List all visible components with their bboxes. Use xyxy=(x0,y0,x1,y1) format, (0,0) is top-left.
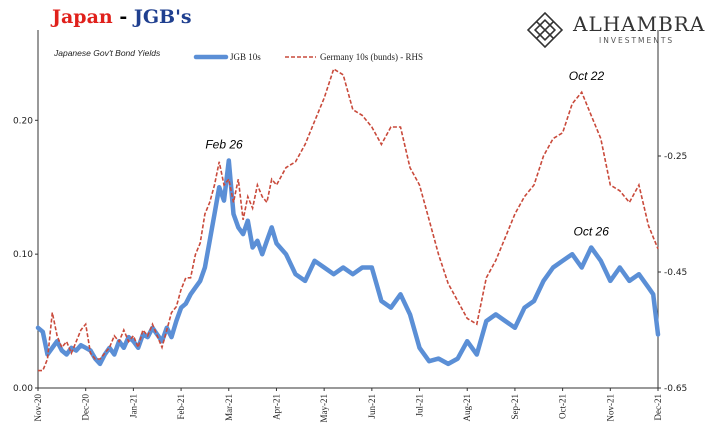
series-line-jgb-10s xyxy=(35,158,661,367)
title-subject: JGB's xyxy=(133,6,192,28)
chart-title: Japan - JGB's xyxy=(52,6,192,28)
legend-label-jgb-10s: JGB 10s xyxy=(230,52,261,62)
x-tick-label: Nov-20 xyxy=(33,394,43,422)
title-country: Japan xyxy=(52,6,113,28)
chart-annotations: Feb 26 Oct 26 Oct 22 xyxy=(205,69,609,238)
annotation-label: Oct 22 xyxy=(569,69,605,83)
x-tick-label: Dec-20 xyxy=(81,394,91,421)
x-tick-label: Jun-21 xyxy=(367,394,377,419)
series-layer xyxy=(35,67,661,372)
annotation-label: Feb 26 xyxy=(205,137,243,151)
brand-subtitle: INVESTMENTS xyxy=(599,36,675,45)
left-tick-label: 0.00 xyxy=(13,384,33,394)
left-tick-label: 0.10 xyxy=(13,250,33,260)
annotation-label: Oct 26 xyxy=(574,224,610,238)
x-tick-label: Sep-21 xyxy=(510,394,520,420)
x-tick-label: May-21 xyxy=(319,394,329,423)
right-tick-label: -0.65 xyxy=(664,384,687,394)
right-tick-label: -0.45 xyxy=(664,268,687,278)
diamond-pattern-icon xyxy=(526,11,564,49)
x-tick-label: Oct-21 xyxy=(558,394,568,419)
x-tick-label: Jan-21 xyxy=(128,394,138,418)
x-tick-label: Aug-21 xyxy=(462,394,472,422)
right-tick-label: -0.25 xyxy=(664,152,687,162)
x-tick-label: Feb-21 xyxy=(176,394,186,420)
legend-label-germany-10s: Germany 10s (bunds) - RHS xyxy=(320,52,423,62)
x-tick-label: Nov-21 xyxy=(605,394,615,422)
title-separator: - xyxy=(112,6,134,28)
x-tick-label: Mar-21 xyxy=(224,394,234,421)
x-tick-label: Dec-21 xyxy=(653,394,663,421)
brand-logo: ALHAMBRA INVESTMENTS xyxy=(525,10,704,49)
left-tick-label: 0.20 xyxy=(13,116,33,126)
x-tick-label: Jul-21 xyxy=(415,394,425,417)
chart-legend: Japanese Gov't Bond Yields JGB 10s Germany… xyxy=(53,48,423,62)
x-tick-label: Apr-21 xyxy=(271,394,281,420)
chart-subtitle: Japanese Gov't Bond Yields xyxy=(53,48,161,58)
brand-name: ALHAMBRA xyxy=(573,12,705,36)
series-line-germany-10s xyxy=(38,67,659,372)
